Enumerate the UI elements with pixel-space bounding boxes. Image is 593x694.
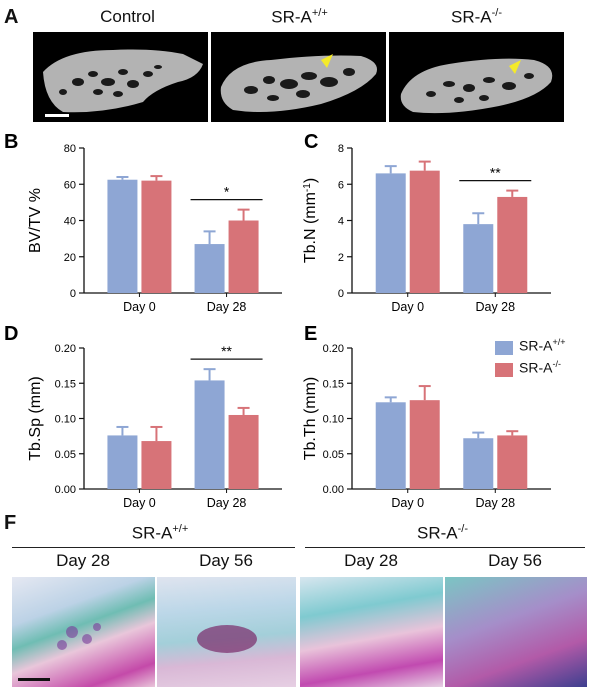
y-tick-label: 8 bbox=[338, 143, 344, 155]
panel-letter: E bbox=[304, 323, 317, 345]
histology-group-wt: SR-A+/+ bbox=[131, 523, 189, 543]
bar-ko bbox=[409, 170, 440, 293]
y-tick-label: 0.15 bbox=[55, 378, 76, 390]
bar-ko bbox=[228, 220, 259, 293]
legend-label-wt: SR-A+/+ bbox=[519, 337, 566, 354]
panel-letter-f: F bbox=[4, 512, 17, 534]
histology-day-label: Day 28 bbox=[56, 551, 110, 570]
panel-letter: B bbox=[4, 131, 18, 153]
y-tick-label: 60 bbox=[64, 179, 76, 191]
x-tick-label: Day 28 bbox=[207, 496, 247, 510]
histology-day-label: Day 28 bbox=[344, 551, 398, 570]
ct-label-control: Control bbox=[100, 7, 155, 26]
scale-bar bbox=[45, 114, 69, 117]
x-tick-label: Day 28 bbox=[475, 496, 515, 510]
bar-wt bbox=[107, 435, 138, 489]
microct-image-control bbox=[33, 32, 208, 122]
microct-image-wt bbox=[211, 32, 386, 122]
x-tick-label: Day 0 bbox=[123, 496, 156, 510]
bar-wt bbox=[194, 380, 225, 489]
y-axis-label-sup: -1 bbox=[302, 183, 313, 192]
significance-label: * bbox=[224, 184, 230, 200]
bar-wt bbox=[194, 244, 225, 293]
x-tick-label: Day 28 bbox=[475, 300, 515, 314]
bar-ko bbox=[141, 441, 172, 489]
bar-ko bbox=[497, 196, 528, 293]
bar-ko bbox=[228, 414, 259, 489]
bar-ko bbox=[497, 435, 528, 489]
y-tick-label: 0 bbox=[338, 288, 344, 300]
y-tick-label: 0.05 bbox=[55, 449, 76, 461]
y-tick-label: 0.00 bbox=[55, 484, 76, 496]
y-tick-label: 0.05 bbox=[323, 449, 344, 461]
panel-letter: D bbox=[4, 323, 18, 345]
group-divider-wt bbox=[12, 547, 295, 548]
arrowhead-marker bbox=[509, 60, 521, 74]
y-tick-label: 0.10 bbox=[323, 414, 344, 426]
y-tick-label: 80 bbox=[64, 143, 76, 155]
histology-day-label: Day 56 bbox=[199, 551, 253, 570]
legend-swatch-wt bbox=[495, 341, 513, 355]
histology-image-ko-day28 bbox=[300, 577, 443, 687]
arrowhead-marker bbox=[321, 54, 333, 68]
bar-wt bbox=[375, 402, 406, 489]
y-tick-label: 0.00 bbox=[323, 484, 344, 496]
panel-letter: C bbox=[304, 131, 318, 153]
bar-ko bbox=[409, 400, 440, 489]
chart-panel-e: E 0.00 0.05 0.10 0.15 0.20 Tb.Th (mm) Day 0 Day … bbox=[302, 323, 551, 510]
y-tick-label: 2 bbox=[338, 252, 344, 264]
ct-label-ko: SR-A-/- bbox=[450, 7, 502, 27]
x-tick-label: Day 0 bbox=[391, 300, 424, 314]
ct-label-wt: SR-A+/+ bbox=[271, 7, 328, 27]
histology-day-label: Day 56 bbox=[488, 551, 542, 570]
bar-charts: B 0 20 40 60 80 BV/TV % Day 0 Day 28 * C 0 2 4 6 8 Tb.N … bbox=[4, 131, 551, 510]
scale-bar bbox=[18, 678, 50, 681]
y-tick-label: 0.10 bbox=[55, 414, 76, 426]
legend-swatch-ko bbox=[495, 363, 513, 377]
bar-wt bbox=[463, 438, 494, 489]
histology-image-ko-day56 bbox=[445, 577, 587, 687]
bar-ko bbox=[141, 180, 172, 293]
x-tick-label: Day 0 bbox=[123, 300, 156, 314]
bar-wt bbox=[375, 173, 406, 293]
y-axis-label: Tb.Th (mm) bbox=[302, 377, 319, 461]
y-axis-label: BV/TV % bbox=[27, 188, 44, 253]
microct-image-ko bbox=[389, 32, 564, 122]
x-tick-label: Day 0 bbox=[391, 496, 424, 510]
y-tick-label: 40 bbox=[64, 216, 76, 228]
panel-letter-a: A bbox=[4, 6, 19, 28]
significance-label: ** bbox=[221, 343, 232, 359]
y-tick-label: 0.20 bbox=[323, 343, 344, 355]
x-tick-label: Day 28 bbox=[207, 300, 247, 314]
y-tick-label: 4 bbox=[338, 216, 344, 228]
legend-label-ko: SR-A-/- bbox=[519, 359, 561, 376]
chart-panel-d: D 0.00 0.05 0.10 0.15 0.20 Tb.Sp (mm) Day 0 Day … bbox=[4, 323, 282, 510]
histology-image-wt-day28 bbox=[12, 577, 155, 687]
y-axis-label-suffix: ) bbox=[302, 178, 319, 183]
histology-image-wt-day56 bbox=[157, 577, 296, 687]
bar-wt bbox=[107, 179, 138, 293]
y-tick-label: 0.20 bbox=[55, 343, 76, 355]
chart-panel-c: C 0 2 4 6 8 Tb.N (mm-1) Day 0 Day 28 ** bbox=[302, 131, 551, 314]
histology-group-ko: SR-A-/- bbox=[416, 523, 468, 543]
group-divider-ko bbox=[305, 547, 585, 548]
y-tick-label: 6 bbox=[338, 179, 344, 191]
y-tick-label: 20 bbox=[64, 252, 76, 264]
significance-label: ** bbox=[490, 165, 501, 181]
y-tick-label: 0 bbox=[70, 288, 76, 300]
chart-panel-b: B 0 20 40 60 80 BV/TV % Day 0 Day 28 * bbox=[4, 131, 282, 314]
y-axis-label: Tb.Sp (mm) bbox=[27, 376, 44, 460]
y-axis-label: Tb.N (mm-1) bbox=[302, 178, 320, 263]
y-tick-label: 0.15 bbox=[323, 378, 344, 390]
bar-wt bbox=[463, 224, 494, 293]
